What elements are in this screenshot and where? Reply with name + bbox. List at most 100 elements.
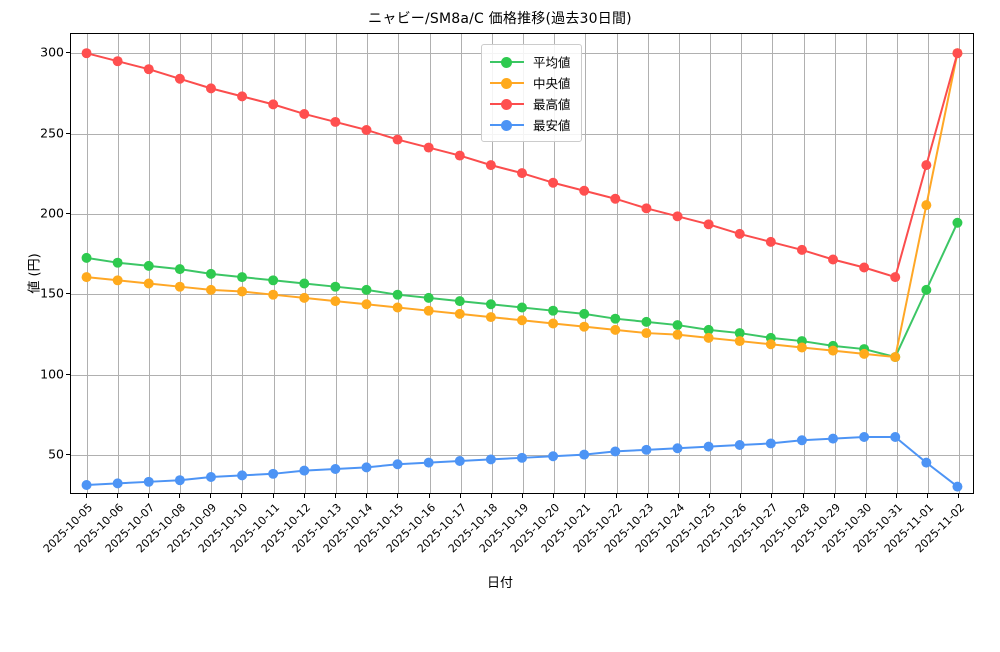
series-marker <box>610 193 621 204</box>
gridline-vertical <box>897 34 899 493</box>
series-marker <box>392 134 403 145</box>
series-marker <box>641 203 652 214</box>
series-marker <box>765 236 776 247</box>
series-marker <box>672 329 683 340</box>
legend-swatch-icon <box>490 55 524 69</box>
series-marker <box>796 244 807 255</box>
gridline-horizontal <box>71 294 973 296</box>
series-marker <box>548 305 559 316</box>
legend-item[interactable]: 最高値 <box>490 93 571 114</box>
series-marker <box>641 444 652 455</box>
series-marker <box>423 292 434 303</box>
series-marker <box>330 281 341 292</box>
series-marker <box>81 272 92 283</box>
legend-item[interactable]: 最安値 <box>490 114 571 135</box>
gridline-vertical <box>367 34 369 493</box>
series-marker <box>548 451 559 462</box>
gridline-vertical <box>460 34 462 493</box>
series-marker <box>890 432 901 443</box>
series-marker <box>143 64 154 75</box>
x-tick-mark <box>927 494 929 498</box>
x-tick-mark <box>366 494 368 498</box>
series-marker <box>921 284 932 295</box>
series-marker <box>361 299 372 310</box>
series-marker <box>548 177 559 188</box>
series-marker <box>143 260 154 271</box>
x-tick-mark <box>958 494 960 498</box>
series-marker <box>174 281 185 292</box>
gridline-vertical <box>491 34 493 493</box>
x-tick-mark <box>335 494 337 498</box>
gridline-vertical <box>336 34 337 493</box>
series-marker <box>485 312 496 323</box>
gridline-vertical <box>554 34 556 493</box>
series-marker <box>579 321 590 332</box>
series-marker <box>579 185 590 196</box>
legend-swatch-icon <box>490 76 524 90</box>
series-marker <box>361 462 372 473</box>
legend-marker-dot <box>501 119 512 131</box>
series-marker <box>890 352 901 363</box>
series-marker <box>392 289 403 300</box>
series-marker <box>952 481 963 492</box>
gridline-vertical <box>741 34 743 493</box>
series-marker <box>921 160 932 171</box>
series-marker <box>174 475 185 486</box>
y-tick-mark <box>66 132 70 134</box>
series-marker <box>268 468 279 479</box>
plot-area <box>70 33 974 494</box>
series-marker <box>703 441 714 452</box>
series-marker <box>81 252 92 263</box>
series-marker <box>268 275 279 286</box>
legend-item[interactable]: 中央値 <box>490 72 571 93</box>
series-marker <box>454 308 465 319</box>
x-tick-mark <box>490 494 492 498</box>
y-tick-mark <box>66 212 70 214</box>
gridline-vertical <box>86 34 88 493</box>
x-tick-mark <box>179 494 181 498</box>
series-marker <box>392 459 403 470</box>
y-tick-mark <box>66 373 70 375</box>
x-tick-mark <box>615 494 617 498</box>
series-marker <box>205 284 216 295</box>
series-marker <box>330 116 341 127</box>
series-marker <box>299 292 310 303</box>
series-marker <box>921 200 932 211</box>
legend-item[interactable]: 平均値 <box>490 51 571 72</box>
series-marker <box>205 268 216 279</box>
y-tick-mark <box>66 293 70 295</box>
legend-swatch-icon <box>490 118 524 132</box>
y-axis-tick-labels: 50 100 150 200 250 300 <box>12 33 64 494</box>
gridline-vertical <box>803 34 805 493</box>
y-tick-label: 250 <box>40 125 64 141</box>
x-tick-mark <box>709 494 711 498</box>
x-tick-mark <box>771 494 773 498</box>
gridline-vertical <box>678 34 680 493</box>
chart-title: ニャビー/SM8a/C 価格推移(過去30日間) <box>368 11 632 27</box>
series-marker <box>423 457 434 468</box>
gridline-vertical <box>616 34 618 493</box>
x-tick-mark <box>677 494 679 498</box>
y-tick-label: 200 <box>40 205 64 221</box>
series-marker <box>734 440 745 450</box>
series-marker <box>361 124 372 135</box>
x-tick-mark <box>802 494 804 498</box>
series-marker <box>641 328 652 339</box>
x-tick-mark <box>896 494 898 498</box>
series-marker <box>423 142 434 153</box>
legend-label: 最安値 <box>533 118 571 133</box>
x-tick-mark <box>833 494 835 498</box>
series-marker <box>828 345 839 356</box>
series-marker <box>330 296 341 307</box>
series-marker <box>672 443 683 454</box>
series-marker <box>921 457 932 468</box>
x-tick-mark <box>584 494 586 498</box>
series-marker <box>112 275 123 286</box>
x-tick-mark <box>397 494 399 498</box>
series-marker <box>237 470 248 481</box>
series-marker <box>517 302 527 313</box>
series-marker <box>952 217 963 228</box>
series-marker <box>641 316 652 327</box>
gridline-vertical <box>523 34 524 493</box>
series-marker <box>517 452 527 463</box>
